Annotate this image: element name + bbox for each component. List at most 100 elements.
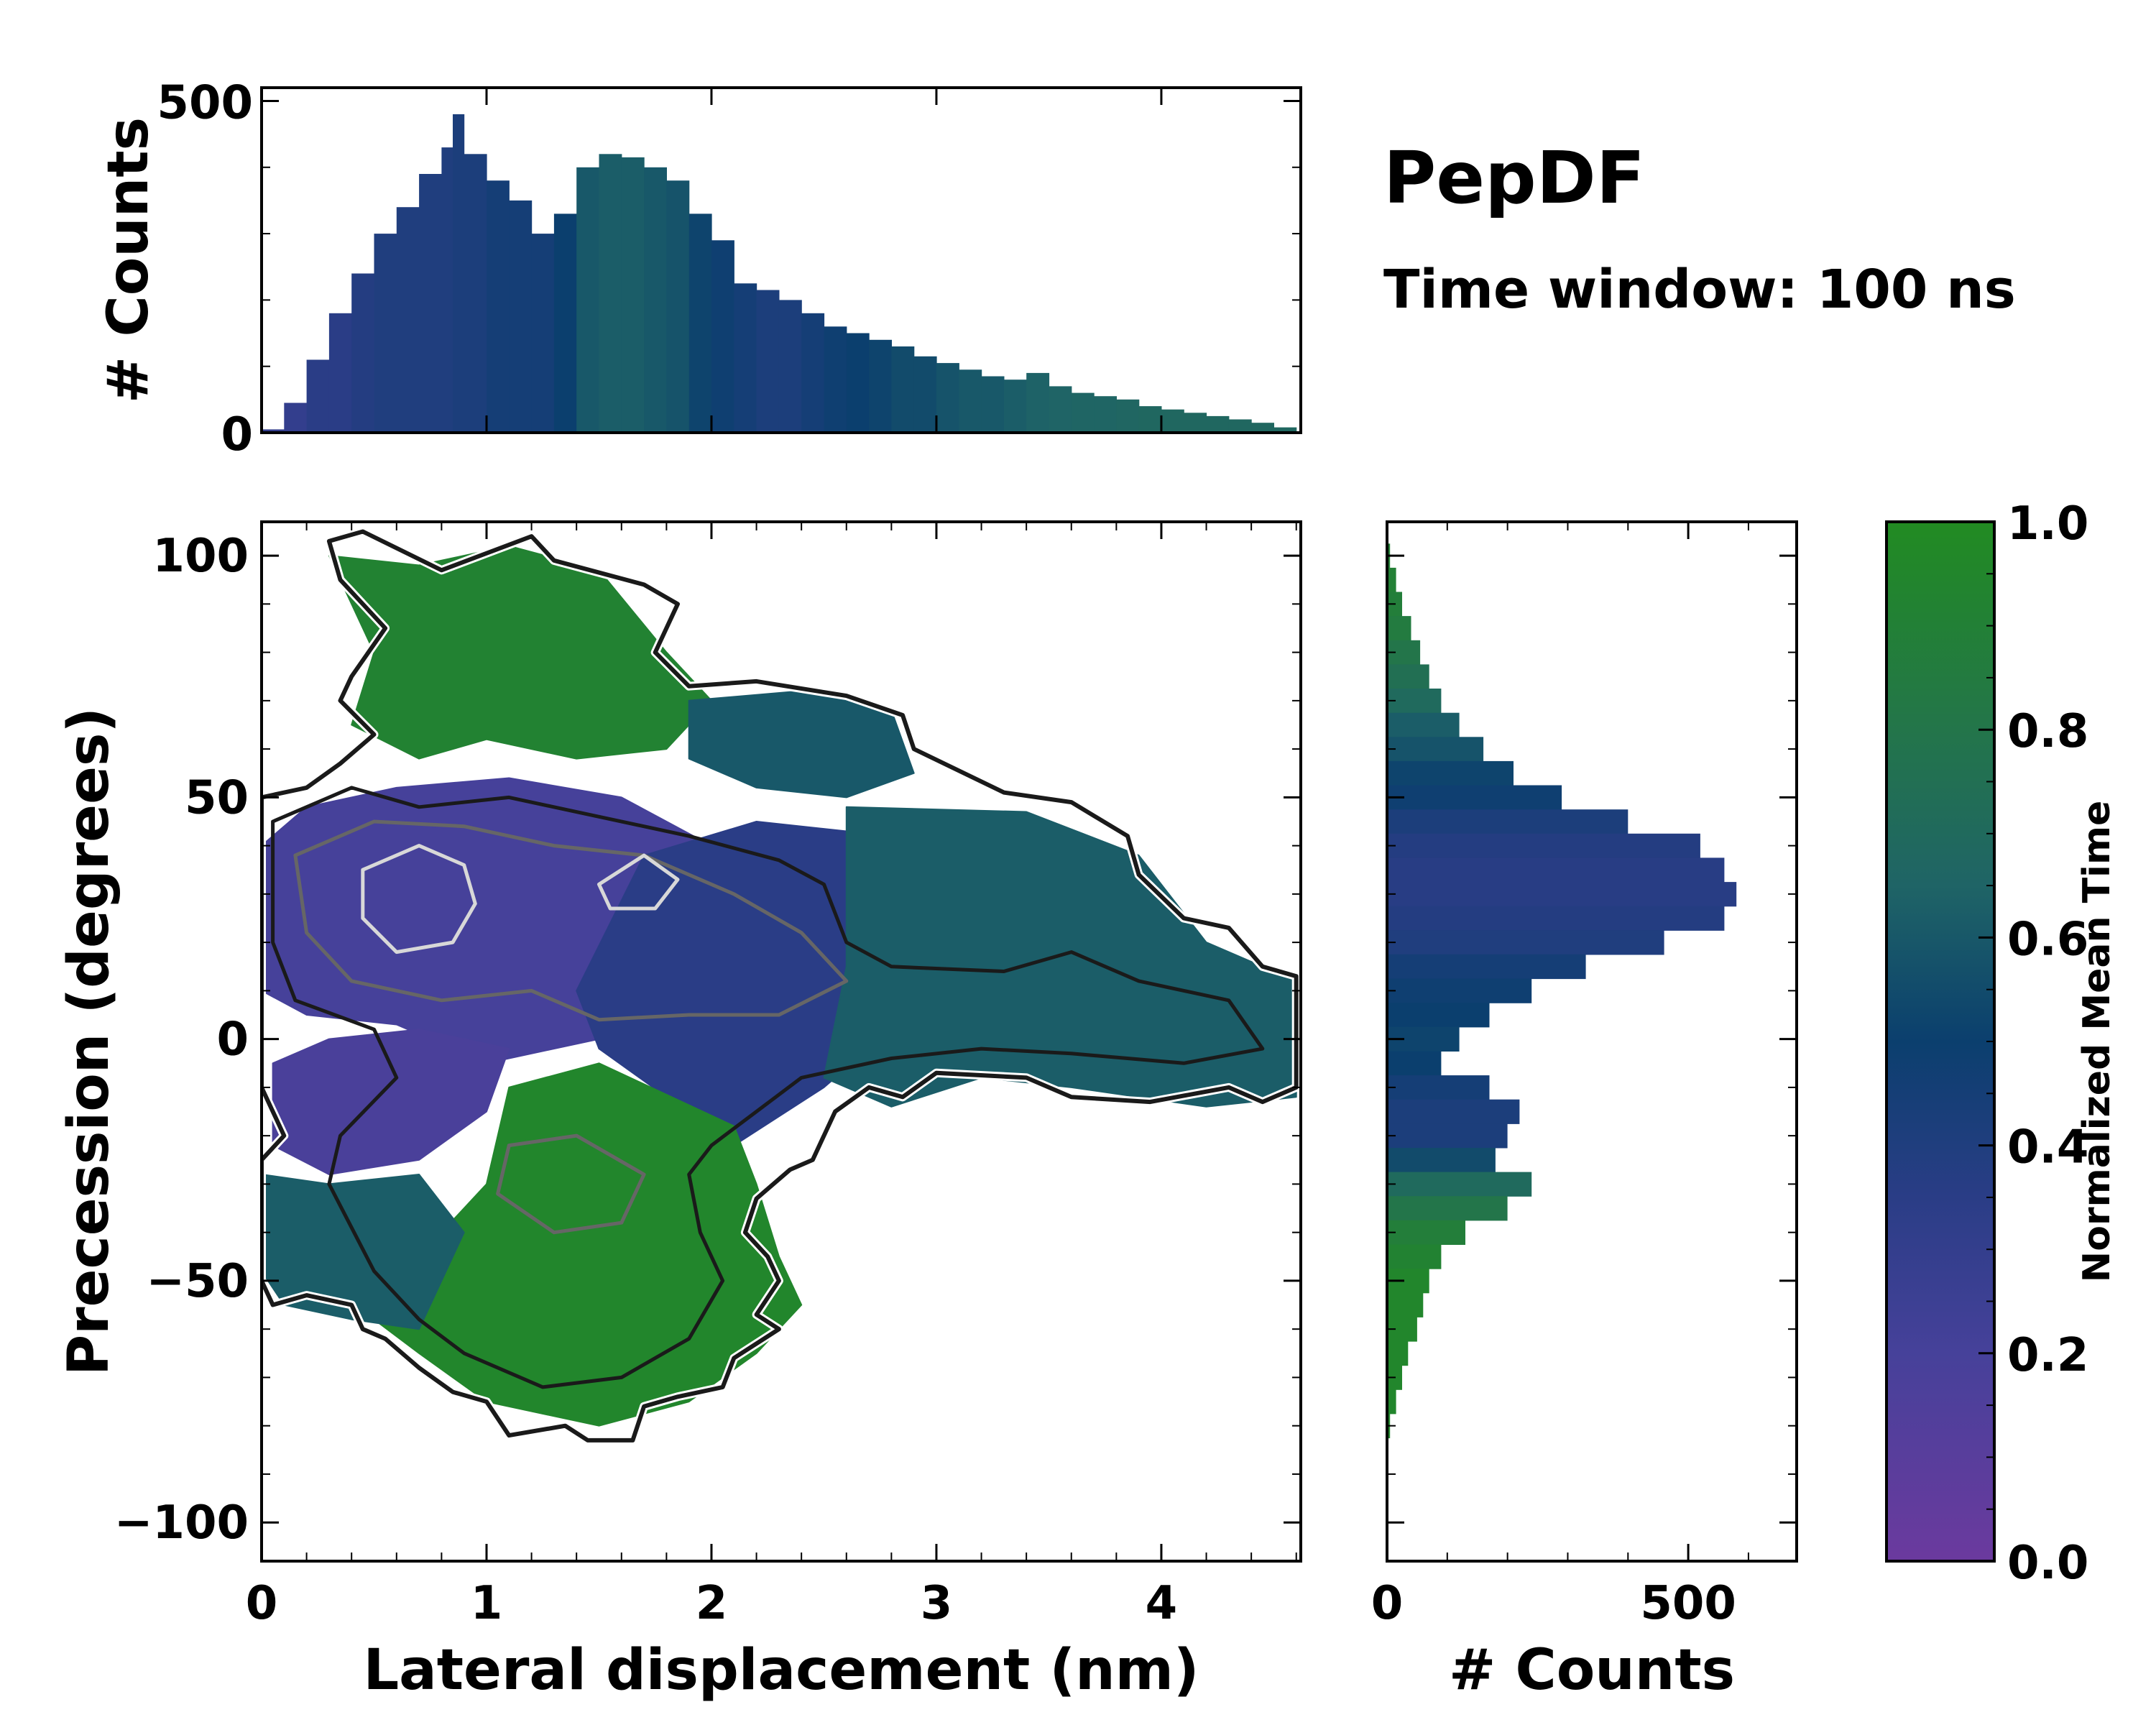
right-hist-bar bbox=[1387, 1075, 1490, 1100]
right-xtick-label: 0 bbox=[1371, 1577, 1404, 1630]
main-ytick-label: 100 bbox=[152, 530, 249, 583]
colorbar-tick-label: 0.4 bbox=[2007, 1121, 2088, 1174]
top-hist-bar bbox=[284, 402, 308, 433]
right-hist-bar bbox=[1387, 1389, 1396, 1414]
main-ytick-label: 50 bbox=[185, 771, 249, 824]
contour-mid2 bbox=[293, 819, 849, 1022]
top-hist-bar bbox=[441, 147, 453, 433]
colorbar-tick-label: 1.0 bbox=[2007, 497, 2088, 551]
right-hist-bar bbox=[1387, 785, 1562, 810]
main-ylabel: Precession (degrees) bbox=[57, 707, 121, 1376]
main-ytick-label: −100 bbox=[114, 1496, 249, 1550]
top-hist-bar bbox=[621, 157, 645, 433]
top-hist-bar bbox=[688, 213, 712, 433]
top-hist-bar bbox=[824, 326, 847, 433]
top-histogram-bars bbox=[262, 114, 1301, 433]
colorbar-tick-label: 0.2 bbox=[2007, 1329, 2088, 1382]
right-histogram-ticks: 0 500 bbox=[1371, 522, 1797, 1630]
figure-subtitle: Time window: 100 ns bbox=[1383, 259, 2016, 321]
right-hist-bar bbox=[1387, 809, 1628, 834]
top-hist-bar bbox=[1003, 380, 1027, 433]
colorbar-tick-label: 0.0 bbox=[2007, 1537, 2088, 1590]
top-hist-bar bbox=[262, 429, 285, 433]
top-hist-bar bbox=[1184, 413, 1207, 433]
top-hist-bar bbox=[419, 174, 442, 433]
colorbar-tick-label: 0.8 bbox=[2007, 705, 2088, 758]
right-hist-bar bbox=[1387, 689, 1442, 714]
top-histogram-ticks: 0 500 bbox=[157, 76, 1301, 461]
main-xtick-label: 4 bbox=[1146, 1577, 1178, 1630]
main-ytick-label: −50 bbox=[146, 1255, 249, 1308]
top-ytick-label: 0 bbox=[221, 408, 253, 461]
contour-inner2 bbox=[597, 853, 680, 911]
top-hist-bar bbox=[936, 363, 959, 433]
contour-mid1 bbox=[271, 786, 1265, 1389]
colorbar-bar bbox=[1885, 520, 1996, 1563]
top-hist-bar bbox=[1071, 392, 1095, 433]
top-hist-bar bbox=[913, 356, 937, 433]
contour-outer bbox=[262, 529, 1299, 1443]
right-histogram-xlabel: # Counts bbox=[1449, 1638, 1735, 1703]
heatmap-region-1 bbox=[272, 1029, 510, 1175]
colorbar-ticks: 0.0 0.2 0.4 0.6 0.8 1.0 bbox=[1978, 497, 2088, 1590]
right-hist-bar bbox=[1387, 882, 1737, 907]
contour-inner3 bbox=[496, 1133, 646, 1235]
right-hist-bar bbox=[1387, 833, 1700, 858]
top-hist-bar bbox=[846, 333, 870, 433]
right-hist-bar bbox=[1387, 978, 1532, 1003]
main-xtick-label: 0 bbox=[246, 1577, 278, 1630]
top-hist-bar bbox=[1206, 415, 1230, 433]
main-plot-ticks: 0 1 2 3 4 100 50 0 −50 −100 bbox=[114, 522, 1301, 1630]
top-hist-bar bbox=[1228, 419, 1252, 433]
top-hist-bar bbox=[1094, 396, 1117, 433]
main-xtick-label: 3 bbox=[921, 1577, 953, 1630]
top-hist-bar bbox=[453, 114, 465, 433]
right-hist-bar bbox=[1387, 954, 1586, 980]
top-hist-bar bbox=[734, 283, 757, 433]
right-hist-bar bbox=[1387, 1003, 1490, 1028]
top-hist-bar bbox=[351, 273, 375, 433]
top-hist-bar bbox=[306, 359, 330, 433]
right-hist-bar bbox=[1387, 1148, 1496, 1173]
top-histogram-frame bbox=[260, 86, 1302, 434]
top-hist-bar bbox=[891, 346, 915, 433]
top-hist-bar bbox=[396, 207, 420, 433]
top-hist-bar bbox=[1161, 409, 1184, 433]
main-ytick-label: 0 bbox=[216, 1013, 249, 1067]
colorbar-label: Normalized Mean Time bbox=[2076, 801, 2119, 1283]
right-hist-bar bbox=[1387, 1123, 1508, 1149]
top-hist-bar bbox=[959, 369, 982, 433]
top-hist-bar bbox=[981, 376, 1005, 433]
colorbar: 0.0 0.2 0.4 0.6 0.8 1.0 Normalized Mean Time bbox=[1885, 497, 2119, 1590]
top-hist-bar bbox=[509, 200, 533, 433]
top-hist-bar bbox=[644, 167, 667, 433]
right-hist-bar bbox=[1387, 930, 1664, 955]
top-hist-bar bbox=[666, 180, 690, 433]
right-hist-bar bbox=[1387, 1196, 1508, 1221]
right-hist-bar bbox=[1387, 1292, 1424, 1317]
right-xtick-label: 500 bbox=[1640, 1577, 1736, 1630]
top-hist-bar bbox=[778, 300, 802, 433]
top-hist-bar bbox=[801, 313, 825, 433]
top-hist-bar bbox=[1116, 399, 1140, 433]
top-hist-bar bbox=[576, 167, 600, 433]
top-hist-bar bbox=[1138, 406, 1162, 433]
right-hist-bar bbox=[1387, 1341, 1409, 1366]
right-hist-bar bbox=[1387, 567, 1396, 593]
figure-title: PepDF bbox=[1383, 136, 1645, 220]
top-histogram: 0 500 # Counts bbox=[96, 76, 1302, 461]
top-ytick-label: 500 bbox=[157, 76, 253, 129]
right-histogram-frame bbox=[1386, 520, 1798, 1563]
main-contours bbox=[262, 527, 1301, 1445]
main-plot: 0 1 2 3 4 100 50 0 −50 −100 Lateral displacement … bbox=[57, 520, 1302, 1703]
top-hist-bar bbox=[328, 313, 352, 433]
top-hist-bar bbox=[374, 234, 397, 433]
right-hist-bar bbox=[1387, 737, 1484, 762]
top-hist-bar bbox=[756, 290, 780, 433]
right-histogram: 0 500 # Counts bbox=[1371, 520, 1798, 1703]
right-histogram-bars bbox=[1387, 543, 1737, 1439]
top-hist-bar bbox=[553, 213, 577, 433]
top-hist-bar bbox=[711, 240, 734, 433]
top-hist-bar bbox=[1273, 427, 1297, 433]
right-hist-bar bbox=[1387, 1099, 1520, 1124]
